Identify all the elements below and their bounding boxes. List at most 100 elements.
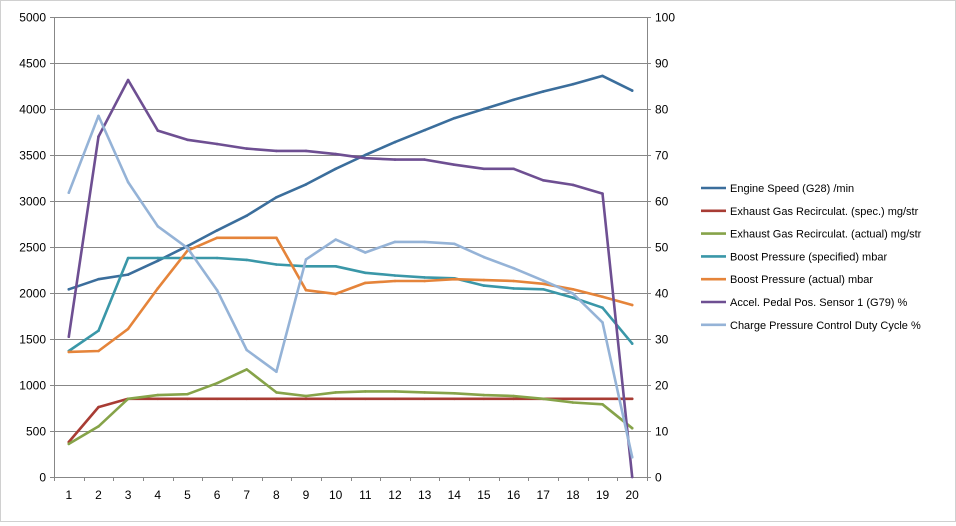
series-lines xyxy=(67,74,634,479)
data-point xyxy=(541,288,545,291)
x-tick-label: 15 xyxy=(477,488,491,502)
legend-label: Exhaust Gas Recirculat. (spec.) mg/str xyxy=(730,206,919,218)
data-point xyxy=(571,183,575,187)
data-point xyxy=(571,397,575,401)
y2-tick-label: 90 xyxy=(655,57,669,71)
data-point xyxy=(334,265,338,268)
data-point xyxy=(126,78,130,82)
data-point xyxy=(393,397,397,401)
data-point xyxy=(630,397,634,401)
series-line xyxy=(67,78,634,479)
data-point xyxy=(601,403,604,406)
data-point xyxy=(186,397,189,401)
data-point xyxy=(393,279,397,283)
data-point xyxy=(512,167,515,171)
data-point xyxy=(126,327,130,331)
axes: 0500100015002000250030003500400045005000… xyxy=(19,11,675,503)
data-point xyxy=(423,240,426,244)
x-tick-label: 10 xyxy=(329,488,343,502)
x-tick-label: 11 xyxy=(359,488,372,502)
data-point xyxy=(156,129,160,132)
data-point xyxy=(186,138,189,142)
data-point xyxy=(364,251,367,254)
x-tick-label: 1 xyxy=(65,488,72,502)
data-point xyxy=(512,394,515,398)
series-4 xyxy=(67,256,634,353)
series-2 xyxy=(67,397,634,444)
series-3 xyxy=(67,368,634,446)
data-point xyxy=(393,240,397,244)
data-point xyxy=(630,303,634,307)
data-point xyxy=(215,397,219,401)
data-point xyxy=(186,246,189,250)
gridlines xyxy=(54,17,647,432)
data-point xyxy=(482,278,486,282)
y2-tick-label: 10 xyxy=(655,425,669,439)
y2-tick-label: 50 xyxy=(655,241,669,255)
data-point xyxy=(304,394,308,398)
data-point xyxy=(156,287,160,290)
data-point xyxy=(334,292,338,296)
data-point xyxy=(275,196,278,199)
series-line xyxy=(67,236,634,354)
data-point xyxy=(186,392,189,396)
data-point xyxy=(453,392,456,395)
x-tick-label: 17 xyxy=(537,488,551,502)
y2-tick-label: 40 xyxy=(655,287,669,301)
data-point xyxy=(364,390,367,393)
legend-item: Exhaust Gas Recirculat. (spec.) mg/str xyxy=(701,206,919,218)
data-point xyxy=(482,107,486,111)
x-tick-label: 9 xyxy=(303,488,310,502)
data-point xyxy=(275,397,278,401)
legend-label: Boost Pressure (specified) mbar xyxy=(730,251,887,263)
data-point xyxy=(156,256,160,260)
data-point xyxy=(601,397,604,401)
data-point xyxy=(156,259,160,263)
data-point xyxy=(453,163,456,166)
data-point xyxy=(423,391,426,394)
y2-tick-label: 30 xyxy=(655,333,669,347)
data-point xyxy=(482,255,486,259)
series-5 xyxy=(67,236,634,354)
data-point xyxy=(67,442,71,446)
legend-label: Exhaust Gas Recirculat. (actual) mg/str xyxy=(730,229,922,241)
data-point xyxy=(630,342,634,345)
data-point xyxy=(630,89,634,92)
data-point xyxy=(423,397,426,401)
data-point xyxy=(364,271,367,275)
data-point xyxy=(97,405,100,409)
data-point xyxy=(215,236,219,240)
data-point xyxy=(334,167,338,171)
legend-label: Engine Speed (G28) /min xyxy=(730,183,854,195)
y-tick-label: 2500 xyxy=(19,241,46,255)
y-tick-label: 3500 xyxy=(19,149,46,163)
data-point xyxy=(512,266,515,270)
series-line xyxy=(67,368,634,446)
data-point xyxy=(304,397,308,401)
data-point xyxy=(245,258,248,262)
x-tick-label: 13 xyxy=(418,488,432,502)
series-6 xyxy=(67,78,634,479)
data-point xyxy=(601,321,604,324)
data-point xyxy=(423,276,426,279)
data-point xyxy=(393,158,397,161)
data-point xyxy=(423,128,426,132)
data-point xyxy=(97,135,100,138)
y2-tick-label: 100 xyxy=(655,11,675,25)
legend-label: Boost Pressure (actual) mbar xyxy=(730,274,873,286)
y-tick-label: 500 xyxy=(26,425,46,439)
y-tick-label: 3000 xyxy=(19,195,46,209)
data-point xyxy=(571,296,575,299)
data-point xyxy=(601,306,604,310)
series-line xyxy=(67,397,634,444)
series-7 xyxy=(67,114,634,459)
data-point xyxy=(156,393,160,397)
legend-item: Boost Pressure (specified) mbar xyxy=(701,251,887,263)
data-point xyxy=(126,256,130,260)
x-tick-label: 14 xyxy=(448,488,462,502)
y2-tick-label: 20 xyxy=(655,379,669,393)
series-line xyxy=(67,114,634,459)
data-point xyxy=(482,284,486,287)
data-point xyxy=(304,258,308,261)
